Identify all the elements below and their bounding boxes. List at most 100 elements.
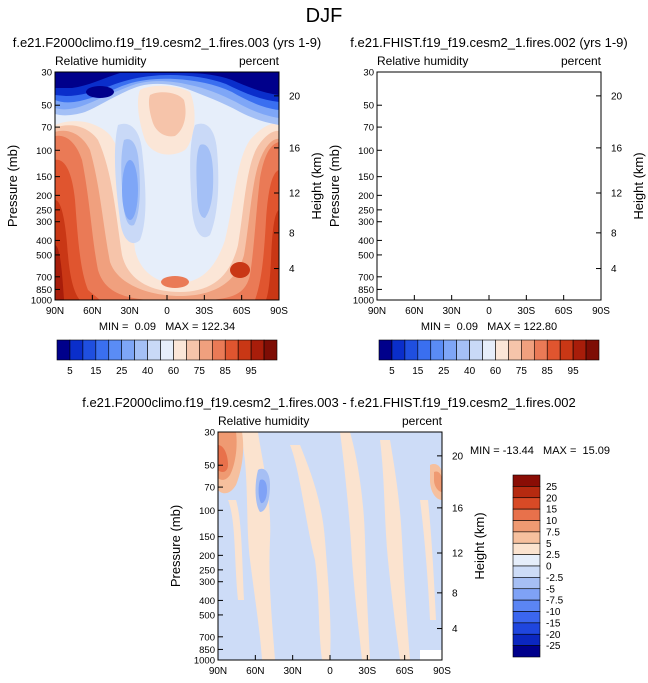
y2-tick-label: 12 [611,188,623,199]
x-tick-label: 90N [46,306,64,317]
x-tick-label: 30N [120,306,138,317]
y-tick-label: 30 [363,68,374,79]
x-tick-label: 30N [283,666,301,677]
panel-a-y2label: Height (km) [309,152,324,219]
colorbar-label: 75 [194,366,206,377]
colorbar-label: 95 [246,366,258,377]
panel-c-stats: MIN = -13.44 MAX = 15.09 [470,445,610,457]
colorbar-swatch [456,339,470,361]
colorbar-label: 15 [90,366,102,377]
y-tick-label: 150 [358,172,374,183]
y-tick-label: 50 [204,461,215,472]
x-tick-label: 0 [486,306,492,317]
colorbar-swatch [512,622,541,635]
colorbar-label: 40 [464,366,476,377]
colorbar-swatch [495,339,509,361]
y-tick-label: 70 [41,123,52,134]
y-tick-label: 400 [358,236,374,247]
x-tick-label: 60S [233,306,251,317]
y-tick-label: 700 [358,272,374,283]
colorbar-label: 7.5 [546,527,560,538]
y2-tick-label: 4 [611,264,617,275]
colorbar-swatch [263,339,278,361]
colorbar-swatch [546,339,561,361]
x-tick-label: 30S [358,666,376,677]
x-tick-label: 90S [433,666,451,677]
colorbar-swatch [211,339,226,361]
x-tick-label: 90N [368,306,386,317]
colorbar-label: 5 [67,366,73,377]
colorbar-swatch [512,611,541,624]
colorbar-label: 85 [542,366,554,377]
colorbar-swatch [572,339,587,361]
panel-a-ylabel: Pressure (mb) [5,145,20,227]
y-tick-label: 700 [199,632,215,643]
colorbar-swatch [224,339,239,361]
colorbar-swatch [533,339,548,361]
x-tick-label: 90S [270,306,288,317]
panel-c-axes: 90N 60N 30N 0 30S 60S 90S 30 50 70 100 150 200 250300… [194,428,464,678]
x-tick-label: 90S [592,306,610,317]
colorbar-swatch [512,645,541,658]
y2-tick-label: 4 [452,624,458,635]
colorbar-label: 15 [412,366,424,377]
y-tick-label: 250 [358,205,374,216]
figure-title: DJF [306,5,343,27]
y-tick-label: 250 [36,205,52,216]
x-tick-label: 30S [517,306,535,317]
panel-a-title: f.e21.F2000climo.f19_f19.cesm2_1.fires.0… [13,35,322,50]
y-tick-label: 50 [41,101,52,112]
colorbar-label: 20 [546,493,558,504]
panel-b-title: f.e21.FHIST.f19_f19.cesm2_1.fires.002 (y… [350,35,627,50]
x-tick-label: 0 [164,306,170,317]
colorbar-label: 5 [389,366,395,377]
colorbar-swatch [250,339,265,361]
x-tick-label: 30S [195,306,213,317]
y2-tick-label: 4 [289,264,295,275]
colorbar-label: 95 [568,366,580,377]
x-tick-label: 60N [246,666,264,677]
colorbar-swatch [147,339,161,361]
y2-tick-label: 16 [289,143,301,154]
y2-tick-label: 8 [289,228,295,239]
x-tick-label: 60S [555,306,573,317]
panel-c: f.e21.F2000climo.f19_f19.cesm2_1.fires.0… [82,395,610,677]
panel-c-title: f.e21.F2000climo.f19_f19.cesm2_1.fires.0… [82,395,576,410]
y-tick-label: 100 [199,506,215,517]
x-tick-label: 30N [442,306,460,317]
y-tick-label: 250 [199,565,215,576]
colorbar-swatch [512,633,541,646]
y2-tick-label: 12 [452,548,464,559]
x-tick-label: 60S [396,666,414,677]
y-tick-label: 100 [358,146,374,157]
colorbar-swatch [559,339,574,361]
y-tick-label: 200 [36,191,52,202]
panel-a-left-string: Relative humidity [55,54,146,68]
colorbar-label: -20 [546,630,561,641]
panel-c-y2label: Height (km) [472,512,487,579]
panel-b-field [377,72,601,300]
y-tick-label: 500 [199,610,215,621]
colorbar-swatch [512,508,541,521]
colorbar-swatch [482,339,496,361]
y-tick-label: 500 [358,250,374,261]
panel-a-field [55,72,279,300]
y-tick-label: 30 [204,428,215,439]
panel-b-stats: MIN = 0.09 MAX = 122.80 [421,321,557,333]
panel-a-stats: MIN = 0.09 MAX = 122.34 [99,321,235,333]
panel-c-right-string: percent [402,414,443,428]
colorbar-swatch [95,339,110,361]
colorbar-swatch [404,339,419,361]
panel-b-y2label: Height (km) [631,152,646,219]
colorbar-swatch [417,339,432,361]
colorbar-swatch [56,339,71,361]
colorbar-label: 40 [142,366,154,377]
colorbar-swatch [512,497,541,510]
colorbar-label: 60 [490,366,502,377]
y-tick-label: 1000 [31,296,52,307]
panel-c-left-string: Relative humidity [218,414,309,428]
colorbar-label: -7.5 [546,596,564,607]
colorbar-rh-b: 5 15 25 40 60 75 85 95 [378,339,600,377]
y-tick-label: 150 [199,532,215,543]
